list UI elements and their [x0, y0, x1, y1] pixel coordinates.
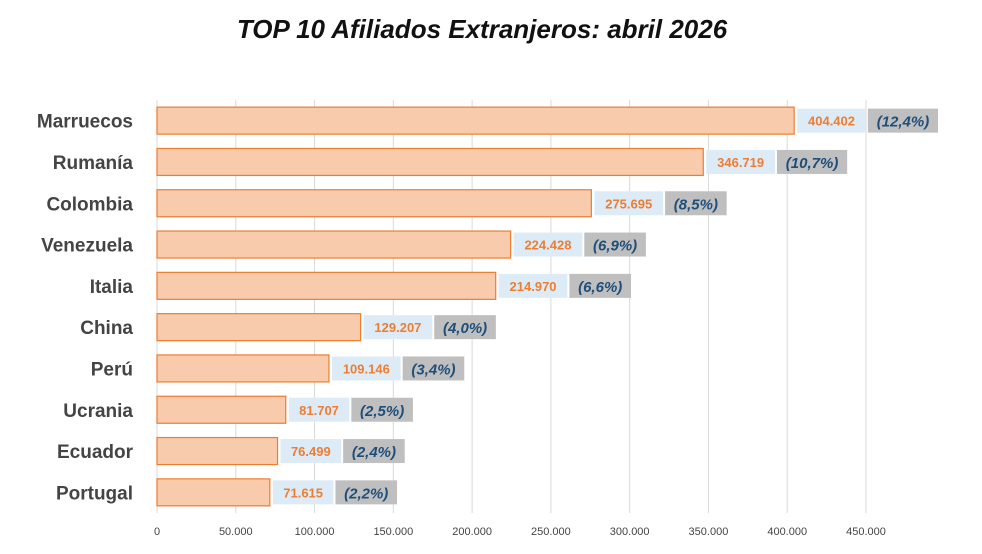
value-label: 346.719: [717, 155, 764, 170]
percent-label: (12,4%): [877, 114, 930, 131]
category-label: Ecuador: [57, 442, 134, 463]
bars: [156, 106, 795, 507]
value-label: 76.499: [291, 444, 331, 459]
percent-label-box: [343, 439, 405, 464]
value-label-box: [797, 108, 866, 133]
bar: [156, 313, 362, 342]
percent-label: (2,2%): [344, 485, 388, 502]
percent-label: (2,4%): [352, 444, 396, 461]
value-label-box: [498, 273, 568, 298]
chart-title: TOP 10 Afiliados Extranjeros: abril 2026: [236, 14, 728, 44]
value-label: 404.402: [808, 114, 855, 129]
percent-label-box: [335, 480, 398, 505]
bar: [156, 189, 592, 218]
bar: [156, 271, 497, 300]
category-label: Portugal: [56, 483, 133, 504]
percent-label-box: [351, 397, 413, 422]
category-label: Colombia: [46, 194, 133, 215]
value-label-box: [280, 439, 342, 464]
bar: [156, 436, 279, 466]
percent-label: (6,9%): [593, 238, 637, 255]
percent-label: (3,4%): [411, 361, 455, 378]
x-axis-tick-labels: 0 50.000 100.000 150.000 200.000 250.000 300.0…: [154, 526, 886, 538]
x-tick-label: 150.000: [373, 526, 413, 538]
value-label-box: [594, 191, 664, 216]
value-label-box: [288, 397, 350, 422]
category-label: Perú: [91, 359, 133, 380]
value-label: 224.428: [524, 238, 571, 253]
x-tick-label: 0: [154, 526, 160, 538]
percent-label: (10,7%): [786, 155, 839, 172]
x-tick-label: 350.000: [689, 526, 729, 538]
percent-label-box: [665, 191, 727, 216]
category-label: Venezuela: [41, 236, 133, 257]
category-label: China: [80, 318, 133, 339]
category-label: Italia: [90, 277, 134, 298]
value-label: 129.207: [374, 320, 421, 335]
value-label: 275.695: [605, 196, 652, 211]
data-labels: 404.402 (12,4%) 346.719 (10,7%) 275.695 (8,5%…: [272, 108, 939, 505]
x-tick-label: 250.000: [531, 526, 571, 538]
x-tick-label: 300.000: [610, 526, 650, 538]
category-label: Ucrania: [63, 401, 133, 422]
value-label: 81.707: [299, 403, 339, 418]
percent-label-box: [402, 356, 465, 381]
percent-label: (4,0%): [443, 320, 487, 337]
x-tick-label: 400.000: [767, 526, 807, 538]
bar: [156, 395, 287, 424]
x-tick-label: 450.000: [846, 526, 886, 538]
category-labels: Marruecos Rumanía Colombia Venezuela Italia C…: [37, 112, 134, 505]
percent-label: (2,5%): [360, 403, 404, 420]
bar: [156, 230, 512, 259]
value-label-box: [272, 480, 334, 505]
bar: [156, 354, 330, 383]
x-tick-label: 200.000: [452, 526, 492, 538]
bar: [156, 106, 795, 135]
value-label-box: [706, 149, 775, 174]
category-label: Rumanía: [53, 153, 134, 174]
x-tick-label: 50.000: [219, 526, 253, 538]
percent-label-box: [867, 108, 939, 133]
value-label: 109.146: [343, 361, 390, 376]
percent-label: (8,5%): [674, 196, 718, 213]
category-label: Marruecos: [37, 112, 133, 133]
value-label: 214.970: [510, 279, 557, 294]
bar: [156, 478, 271, 507]
percent-label-box: [434, 315, 496, 340]
percent-label-box: [776, 149, 848, 174]
bar: [156, 147, 704, 177]
percent-label-box: [584, 232, 646, 257]
value-label: 71.615: [283, 485, 323, 500]
value-label-box: [331, 356, 401, 381]
x-tick-label: 100.000: [295, 526, 335, 538]
percent-label: (6,6%): [578, 279, 622, 296]
percent-label-box: [569, 273, 631, 298]
value-label-box: [513, 232, 583, 257]
value-label-box: [363, 315, 433, 340]
